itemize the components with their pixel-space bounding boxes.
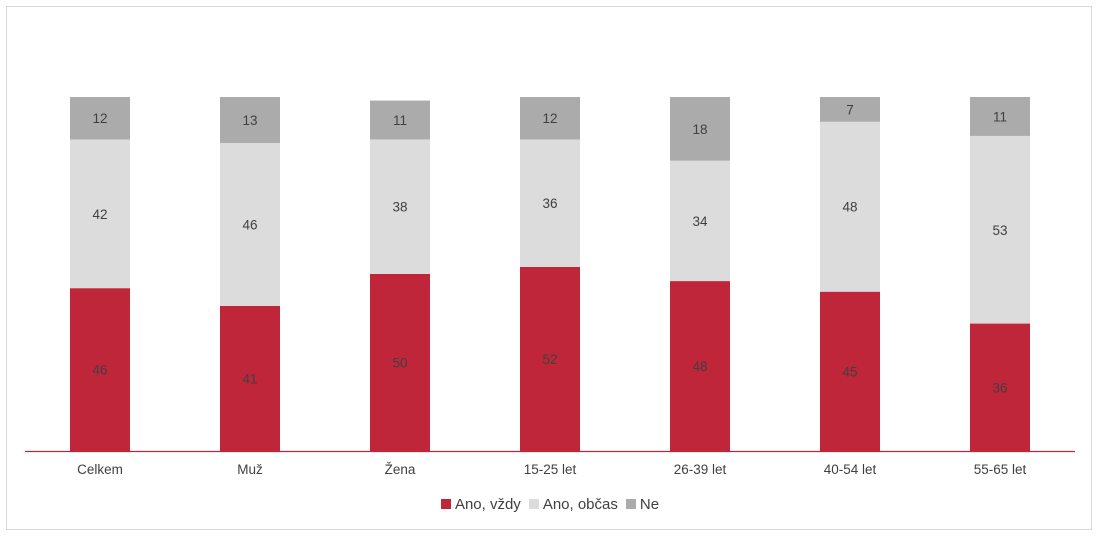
- legend-label: Ano, vždy: [454, 496, 521, 513]
- data-label: 46: [242, 217, 257, 232]
- x-tick-label: Žena: [385, 462, 416, 477]
- bar-segment: [70, 139, 130, 289]
- data-label: 11: [993, 109, 1007, 124]
- bar-segment: [370, 100, 430, 140]
- x-tick-label: Muž: [237, 462, 263, 477]
- x-tick-label: 55-65 let: [974, 462, 1027, 477]
- x-tick-label: 15-25 let: [524, 462, 577, 477]
- data-label: 36: [542, 196, 557, 211]
- data-label: 12: [542, 111, 557, 126]
- data-label: 48: [842, 200, 857, 215]
- legend-swatch: [625, 499, 636, 509]
- data-label: 13: [242, 113, 257, 128]
- bar-segment: [970, 323, 1030, 451]
- bar-segment: [520, 97, 580, 140]
- data-label: 38: [392, 200, 407, 215]
- data-label: 34: [692, 214, 708, 229]
- bar-segment: [520, 139, 580, 267]
- legend-item: Ano, vždy: [440, 496, 521, 513]
- legend-label: Ano, občas: [542, 496, 618, 513]
- bar-segment: [670, 281, 730, 451]
- chart-legend: Ano, vždy Ano, občas Ne: [0, 496, 1100, 513]
- data-label: 52: [542, 352, 557, 367]
- legend-swatch: [528, 499, 539, 509]
- data-label: 41: [242, 371, 257, 386]
- bar-segment: [370, 274, 430, 451]
- legend-item: Ne: [625, 496, 660, 513]
- data-label: 18: [692, 122, 707, 137]
- data-label: 53: [992, 223, 1007, 238]
- bar-segment: [220, 143, 280, 306]
- bar-segment: [970, 97, 1030, 136]
- bar-segment: [820, 121, 880, 292]
- bar-segment: [220, 305, 280, 451]
- legend-item: Ano, občas: [528, 496, 618, 513]
- data-label: 50: [392, 356, 407, 371]
- data-label: 12: [92, 111, 107, 126]
- data-label: 45: [842, 364, 857, 379]
- data-label: 7: [846, 102, 854, 117]
- bar-segment: [670, 160, 730, 282]
- x-tick-label: 40-54 let: [824, 462, 877, 477]
- bar-segment: [670, 97, 730, 161]
- legend-label: Ne: [639, 496, 660, 513]
- data-label: 48: [692, 359, 707, 374]
- data-label: 36: [992, 380, 1007, 395]
- data-label: 46: [92, 363, 107, 378]
- x-tick-label: 26-39 let: [674, 462, 727, 477]
- x-tick-label: Celkem: [77, 462, 123, 477]
- data-label: 42: [92, 207, 107, 222]
- data-label: 11: [393, 113, 407, 128]
- bar-segment: [370, 139, 430, 274]
- legend-swatch: [440, 499, 451, 509]
- bar-segment: [820, 97, 880, 122]
- bar-segment: [70, 288, 130, 451]
- bar-segment: [70, 97, 130, 140]
- bar-segment: [520, 266, 580, 451]
- bar-segment: [970, 135, 1030, 324]
- bar-segment: [820, 291, 880, 451]
- bar-segment: [220, 97, 280, 144]
